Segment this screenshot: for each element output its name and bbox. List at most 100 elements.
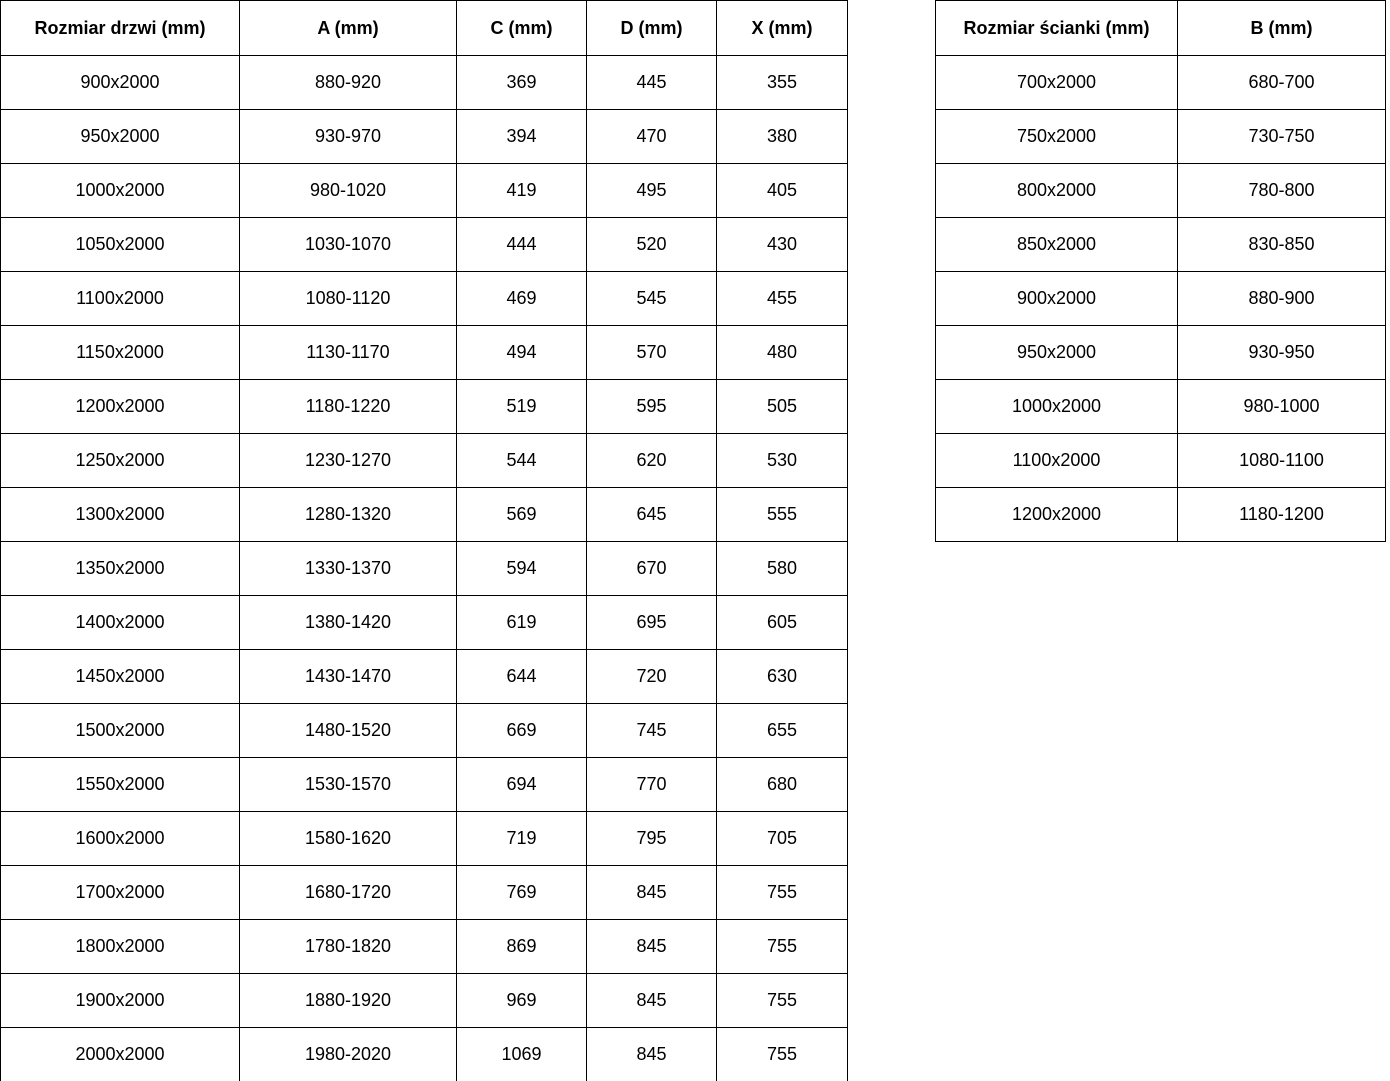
table-cell: 845 bbox=[586, 865, 717, 920]
table-cell: 1080-1100 bbox=[1177, 433, 1386, 488]
table-cell: 1680-1720 bbox=[239, 865, 457, 920]
column-header: Rozmiar drzwi (mm) bbox=[0, 0, 240, 56]
table-cell: 1980-2020 bbox=[239, 1027, 457, 1081]
table-cell: 1069 bbox=[456, 1027, 587, 1081]
table-cell: 1700x2000 bbox=[0, 865, 240, 920]
table-cell: 2000x2000 bbox=[0, 1027, 240, 1081]
table-cell: 1100x2000 bbox=[0, 271, 240, 326]
table-row: 1250x2000 1230-1270 544 620 530 bbox=[0, 433, 848, 488]
table-row: 1000x2000 980-1000 bbox=[935, 379, 1386, 434]
table-cell: 750x2000 bbox=[935, 109, 1178, 164]
table-cell: 1200x2000 bbox=[0, 379, 240, 434]
table-cell: 900x2000 bbox=[935, 271, 1178, 326]
table-cell: 1180-1220 bbox=[239, 379, 457, 434]
table-cell: 1550x2000 bbox=[0, 757, 240, 812]
table-cell: 1150x2000 bbox=[0, 325, 240, 380]
table-row: 1100x2000 1080-1100 bbox=[935, 433, 1386, 488]
table-cell: 845 bbox=[586, 1027, 717, 1081]
table-cell: 505 bbox=[716, 379, 848, 434]
table-cell: 780-800 bbox=[1177, 163, 1386, 218]
column-header: Rozmiar ścianki (mm) bbox=[935, 0, 1178, 56]
table-cell: 745 bbox=[586, 703, 717, 758]
table-row: 850x2000 830-850 bbox=[935, 217, 1386, 272]
table-cell: 605 bbox=[716, 595, 848, 650]
table-row: 1000x2000 980-1020 419 495 405 bbox=[0, 163, 848, 218]
table-cell: 544 bbox=[456, 433, 587, 488]
table-row: 1100x2000 1080-1120 469 545 455 bbox=[0, 271, 848, 326]
table-cell: 580 bbox=[716, 541, 848, 596]
table-cell: 644 bbox=[456, 649, 587, 704]
table-cell: 1600x2000 bbox=[0, 811, 240, 866]
table-row: 1200x2000 1180-1220 519 595 505 bbox=[0, 379, 848, 434]
table-cell: 445 bbox=[586, 55, 717, 110]
table-cell: 755 bbox=[716, 1027, 848, 1081]
table-cell: 1400x2000 bbox=[0, 595, 240, 650]
table-cell: 800x2000 bbox=[935, 163, 1178, 218]
table-cell: 545 bbox=[586, 271, 717, 326]
table-cell: 480 bbox=[716, 325, 848, 380]
table-cell: 645 bbox=[586, 487, 717, 542]
table-cell: 1100x2000 bbox=[935, 433, 1178, 488]
header-row: Rozmiar ścianki (mm) B (mm) bbox=[935, 0, 1386, 56]
table-cell: 1000x2000 bbox=[0, 163, 240, 218]
table-cell: 720 bbox=[586, 649, 717, 704]
door-sizes-table: Rozmiar drzwi (mm) A (mm) C (mm) D (mm) X (m… bbox=[0, 0, 848, 1081]
table-cell: 755 bbox=[716, 919, 848, 974]
table-cell: 869 bbox=[456, 919, 587, 974]
table-cell: 405 bbox=[716, 163, 848, 218]
table-cell: 669 bbox=[456, 703, 587, 758]
table-cell: 680-700 bbox=[1177, 55, 1386, 110]
table-cell: 700x2000 bbox=[935, 55, 1178, 110]
table-cell: 705 bbox=[716, 811, 848, 866]
table-row: 1400x2000 1380-1420 619 695 605 bbox=[0, 595, 848, 650]
table-cell: 730-750 bbox=[1177, 109, 1386, 164]
column-header: B (mm) bbox=[1177, 0, 1386, 56]
table-cell: 769 bbox=[456, 865, 587, 920]
table-cell: 519 bbox=[456, 379, 587, 434]
table-cell: 619 bbox=[456, 595, 587, 650]
table-cell: 355 bbox=[716, 55, 848, 110]
table-row: 1550x2000 1530-1570 694 770 680 bbox=[0, 757, 848, 812]
table-cell: 1430-1470 bbox=[239, 649, 457, 704]
table-cell: 980-1020 bbox=[239, 163, 457, 218]
table-cell: 845 bbox=[586, 919, 717, 974]
table-row: 750x2000 730-750 bbox=[935, 109, 1386, 164]
table-cell: 594 bbox=[456, 541, 587, 596]
table-cell: 369 bbox=[456, 55, 587, 110]
column-header: A (mm) bbox=[239, 0, 457, 56]
table-row: 1300x2000 1280-1320 569 645 555 bbox=[0, 487, 848, 542]
table-cell: 1230-1270 bbox=[239, 433, 457, 488]
table-row: 950x2000 930-950 bbox=[935, 325, 1386, 380]
table-cell: 530 bbox=[716, 433, 848, 488]
table-cell: 1450x2000 bbox=[0, 649, 240, 704]
table-cell: 980-1000 bbox=[1177, 379, 1386, 434]
table-row: 2000x2000 1980-2020 1069 845 755 bbox=[0, 1027, 848, 1081]
table-row: 900x2000 880-900 bbox=[935, 271, 1386, 326]
table-cell: 1280-1320 bbox=[239, 487, 457, 542]
table-cell: 555 bbox=[716, 487, 848, 542]
table-cell: 380 bbox=[716, 109, 848, 164]
table-cell: 880-920 bbox=[239, 55, 457, 110]
table-row: 1600x2000 1580-1620 719 795 705 bbox=[0, 811, 848, 866]
table-cell: 1800x2000 bbox=[0, 919, 240, 974]
table-cell: 969 bbox=[456, 973, 587, 1028]
table-cell: 755 bbox=[716, 865, 848, 920]
table-row: 1450x2000 1430-1470 644 720 630 bbox=[0, 649, 848, 704]
table-row: 1900x2000 1880-1920 969 845 755 bbox=[0, 973, 848, 1028]
wall-panel-sizes-table: Rozmiar ścianki (mm) B (mm) 700x2000 680-7… bbox=[935, 0, 1386, 542]
table-cell: 1200x2000 bbox=[935, 487, 1178, 542]
table-cell: 630 bbox=[716, 649, 848, 704]
table-cell: 569 bbox=[456, 487, 587, 542]
table-cell: 394 bbox=[456, 109, 587, 164]
table-cell: 1330-1370 bbox=[239, 541, 457, 596]
table-row: 700x2000 680-700 bbox=[935, 55, 1386, 110]
table-cell: 830-850 bbox=[1177, 217, 1386, 272]
table-row: 950x2000 930-970 394 470 380 bbox=[0, 109, 848, 164]
table-cell: 444 bbox=[456, 217, 587, 272]
table-cell: 494 bbox=[456, 325, 587, 380]
table-cell: 570 bbox=[586, 325, 717, 380]
table-row: 1050x2000 1030-1070 444 520 430 bbox=[0, 217, 848, 272]
table-cell: 1000x2000 bbox=[935, 379, 1178, 434]
table-row: 1800x2000 1780-1820 869 845 755 bbox=[0, 919, 848, 974]
table-cell: 1500x2000 bbox=[0, 703, 240, 758]
